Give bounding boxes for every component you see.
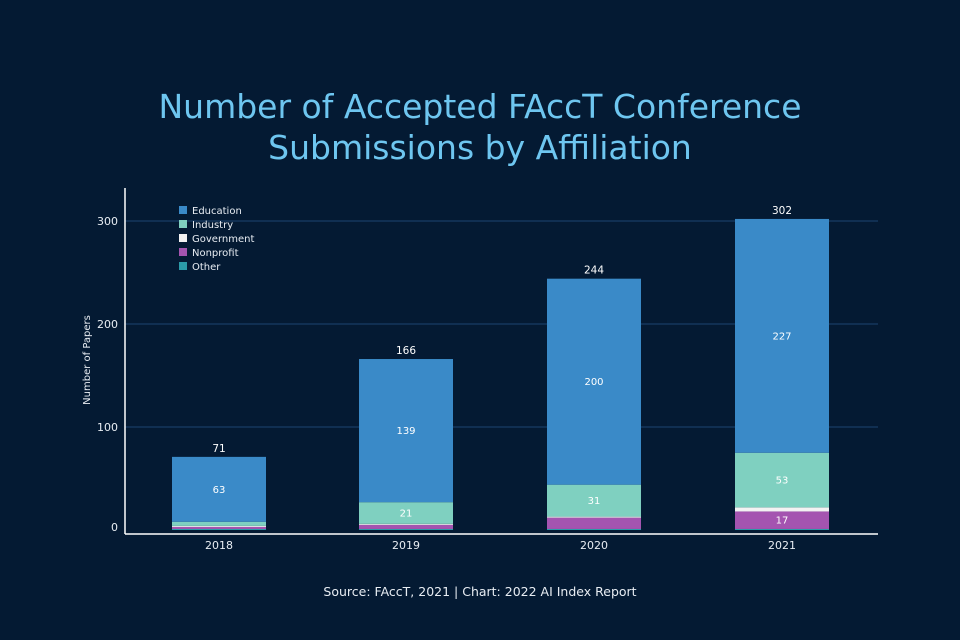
bars: 63 71 21 139 166 31 200 244 17 53 227 302 (172, 205, 829, 530)
y-axis-label: Number of Papers (82, 315, 93, 405)
bar-segment-other-2018 (172, 528, 266, 530)
legend-swatch-nonprofit (179, 248, 187, 256)
data-label-nonprofit-2021: 17 (776, 516, 789, 527)
legend-label-education: Education (192, 206, 242, 217)
bar-segment-industry-2018 (172, 521, 266, 526)
data-label-education-2019: 139 (396, 426, 415, 437)
bar-segment-other-2019 (359, 528, 453, 530)
bar-segment-industry-2019 (359, 502, 453, 524)
y-tick-label-100: 100 (97, 421, 118, 434)
legend-swatch-education (179, 206, 187, 214)
legend-label-other: Other (192, 262, 221, 273)
legend-swatch-industry (179, 220, 187, 228)
bar-segment-industry-2020 (547, 484, 641, 517)
bar-segment-government-2019 (359, 523, 453, 525)
data-label-industry-2020: 31 (588, 496, 601, 507)
bar-segment-education-2021 (735, 218, 829, 453)
legend-swatch-other (179, 262, 187, 270)
data-label-industry-2021: 53 (776, 476, 789, 487)
y-tick-label-300: 300 (97, 215, 118, 228)
x-tick-label-2018: 2018 (205, 539, 233, 552)
bar-segment-education-2020 (547, 278, 641, 485)
x-tick-label-2020: 2020 (580, 539, 608, 552)
total-label-2020: 244 (584, 265, 604, 277)
bar-segment-nonprofit-2018 (172, 526, 266, 529)
bar-segment-nonprofit-2019 (359, 524, 453, 529)
y-tick-label-200: 200 (97, 318, 118, 331)
bar-segment-nonprofit-2021 (735, 511, 829, 529)
legend-label-government: Government (192, 234, 254, 245)
legend-label-industry: Industry (192, 220, 233, 231)
legend-swatch-government (179, 234, 187, 242)
x-tick-label-2019: 2019 (392, 539, 420, 552)
bar-segment-industry-2021 (735, 452, 829, 508)
bar-segment-nonprofit-2020 (547, 517, 641, 529)
total-label-2021: 302 (772, 205, 792, 217)
bar-segment-other-2021 (735, 528, 829, 530)
chart-title-line-1: Number of Accepted FAccT Conference (158, 87, 802, 126)
legend: Education Industry Government Nonprofit Othe… (179, 206, 254, 273)
bar-segment-education-2018 (172, 456, 266, 522)
total-label-2018: 71 (212, 443, 225, 455)
total-label-2019: 166 (396, 345, 416, 357)
chart-title-line-2: Submissions by Affiliation (268, 128, 692, 167)
axes: 0 100 200 300 2018 2019 2020 2021 (97, 188, 878, 552)
bar-segment-education-2019 (359, 359, 453, 503)
legend-label-nonprofit: Nonprofit (192, 248, 239, 259)
data-label-industry-2019: 21 (400, 509, 413, 520)
source-note: Source: FAccT, 2021 | Chart: 2022 AI Ind… (323, 584, 637, 599)
data-label-education-2020: 200 (584, 377, 603, 388)
x-tick-label-2021: 2021 (768, 539, 796, 552)
bar-segment-government-2021 (735, 507, 829, 512)
chart-title: Number of Accepted FAccT Conference Subm… (0, 86, 960, 168)
y-tick-label-0: 0 (111, 521, 118, 534)
data-label-education-2018: 63 (213, 485, 226, 496)
bar-segment-government-2018 (172, 525, 266, 527)
bar-segment-other-2020 (547, 528, 641, 530)
data-label-education-2021: 227 (772, 331, 791, 342)
bar-segment-government-2020 (547, 516, 641, 518)
